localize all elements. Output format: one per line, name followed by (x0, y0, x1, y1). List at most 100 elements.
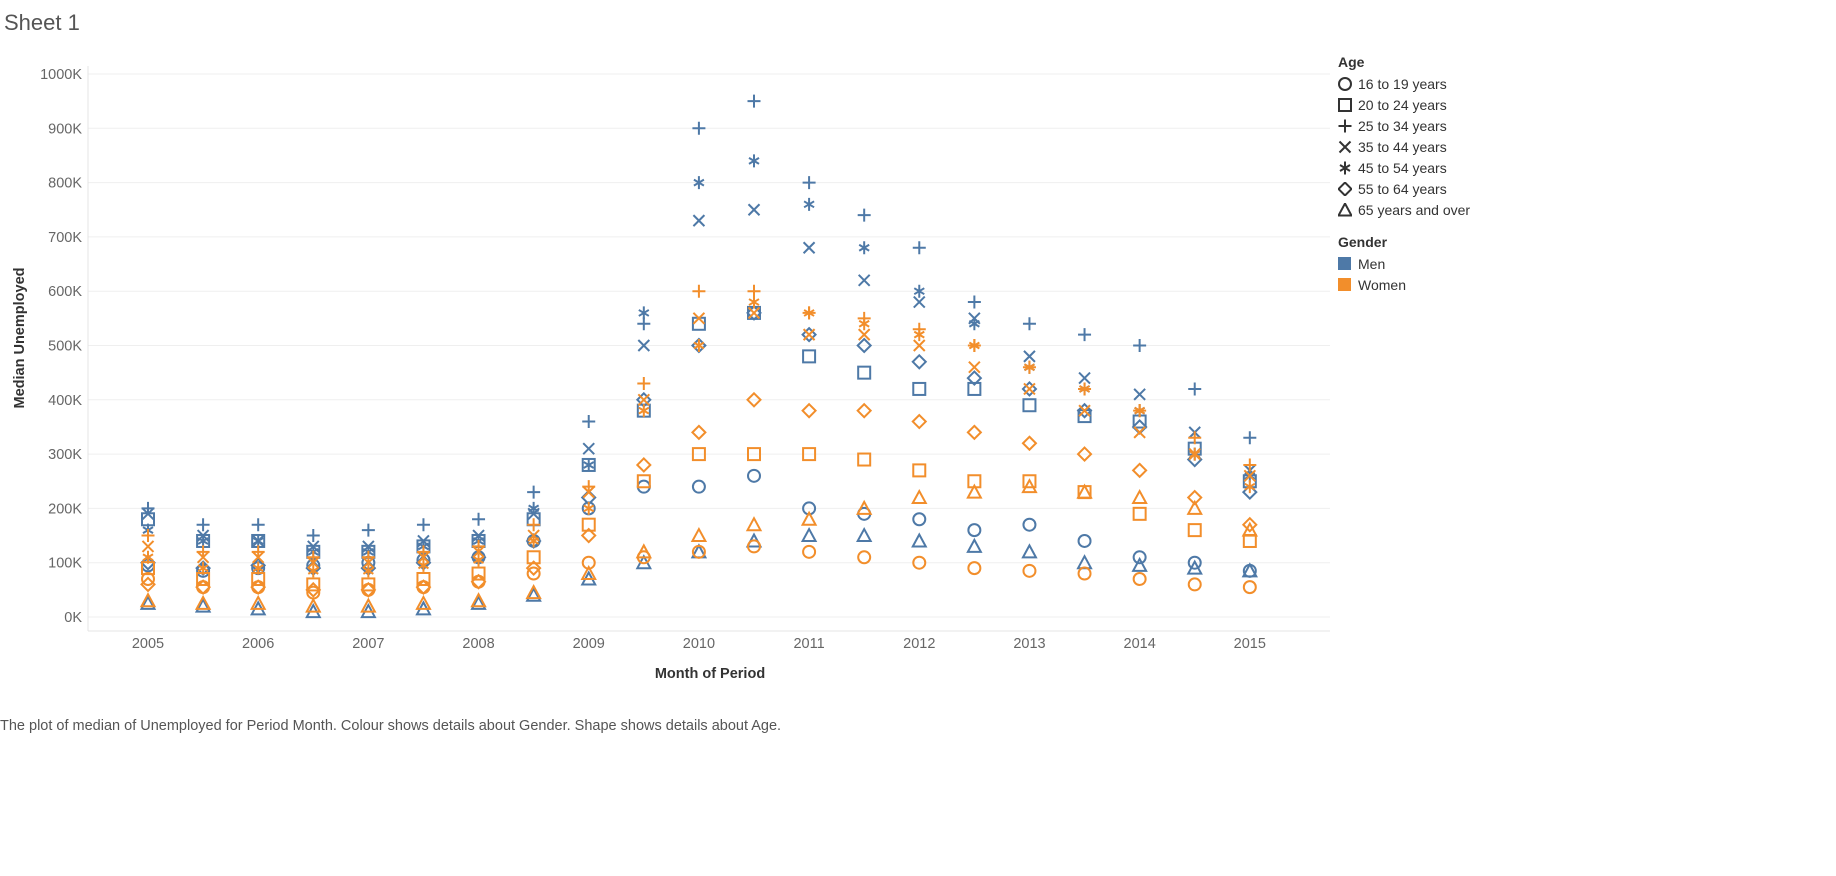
data-point (802, 176, 816, 190)
data-point (1076, 402, 1093, 419)
data-point (528, 501, 540, 515)
data-point (470, 594, 487, 610)
data-point (692, 214, 706, 227)
data-point (856, 499, 873, 515)
data-point (637, 339, 651, 352)
data-point (250, 579, 267, 596)
legend-age-item[interactable]: 65 years and over (1338, 199, 1470, 220)
data-point (307, 556, 320, 569)
data-point (1076, 483, 1093, 499)
legend-shape (1338, 119, 1352, 132)
x-tick-label: 2014 (1124, 636, 1156, 652)
data-point (1241, 562, 1258, 578)
data-point (307, 564, 319, 578)
data-point (913, 284, 925, 298)
data-point (1076, 446, 1093, 463)
data-point (416, 518, 430, 532)
color-swatch (1338, 257, 1351, 270)
data-point (1243, 431, 1257, 445)
data-point (802, 544, 817, 559)
y-tick-label: 0K (64, 610, 82, 626)
data-point (801, 326, 818, 343)
legend-shape (1338, 76, 1352, 91)
data-point (693, 176, 705, 190)
data-point (1078, 371, 1091, 385)
data-point (690, 424, 707, 441)
data-point (1187, 523, 1202, 538)
data-point (141, 529, 155, 543)
x-tick-label: 2007 (352, 636, 384, 652)
data-point (747, 94, 761, 108)
data-point (635, 543, 652, 559)
legend-age-item[interactable]: 55 to 64 years (1338, 178, 1470, 199)
data-point (636, 474, 651, 489)
legend-gender-item[interactable]: Men (1338, 253, 1470, 274)
legend-age-item[interactable]: 25 to 34 years (1338, 115, 1470, 136)
data-point (1021, 478, 1038, 494)
data-point (251, 580, 266, 595)
data-point (526, 566, 541, 581)
data-point (1242, 533, 1257, 548)
data-point (966, 537, 983, 553)
x-tick-label: 2013 (1013, 636, 1045, 652)
data-point (362, 564, 374, 578)
data-point (473, 553, 485, 567)
data-point (472, 512, 486, 526)
data-point (252, 561, 264, 575)
data-point (306, 577, 321, 592)
x-tick-label: 2011 (793, 636, 824, 652)
data-point (196, 551, 210, 564)
data-point (470, 573, 487, 590)
data-point (692, 121, 706, 135)
y-tick-label: 900K (48, 121, 82, 137)
data-point (913, 339, 926, 352)
x-tick-label: 2006 (242, 636, 274, 652)
data-point (1243, 458, 1257, 472)
data-point (911, 488, 928, 505)
legend-age-item[interactable]: 35 to 44 years (1338, 136, 1470, 157)
data-point (415, 579, 432, 596)
data-point (912, 463, 927, 478)
data-point (691, 479, 706, 494)
legend-age-item[interactable]: 16 to 19 years (1338, 73, 1470, 94)
data-point (800, 510, 818, 526)
data-point (305, 597, 322, 613)
data-point (638, 306, 650, 320)
legend-gender-label: Women (1358, 276, 1406, 293)
data-point (857, 452, 872, 467)
y-tick-label: 500K (48, 339, 82, 355)
data-point (195, 579, 212, 596)
data-point (140, 576, 156, 593)
data-point (1187, 555, 1202, 570)
data-point (141, 571, 155, 586)
data-point (580, 564, 597, 581)
data-point (1131, 488, 1148, 505)
data-point (360, 581, 377, 598)
data-point (1133, 388, 1146, 401)
data-point (1021, 435, 1038, 452)
data-point (748, 295, 760, 309)
data-point (1242, 580, 1257, 595)
data-point (966, 483, 983, 499)
square-icon (1338, 97, 1352, 112)
data-point (911, 413, 928, 430)
data-point (306, 529, 320, 543)
data-point (692, 284, 706, 298)
data-point (913, 295, 926, 309)
y-tick-label: 200K (48, 501, 82, 517)
data-point (1023, 350, 1036, 363)
data-point (747, 284, 761, 298)
data-point (1131, 462, 1148, 479)
data-point (802, 241, 816, 254)
legend: Age 16 to 19 years 20 to 24 years 25 to 34… (1338, 54, 1470, 295)
data-point (1187, 577, 1202, 592)
legend-gender-item[interactable]: Women (1338, 274, 1470, 295)
data-point (1188, 382, 1202, 396)
data-point (417, 551, 430, 564)
data-point (581, 517, 596, 532)
data-point (858, 241, 870, 255)
legend-age-item[interactable]: 45 to 54 years (1338, 157, 1470, 178)
legend-shape (1338, 202, 1352, 216)
legend-age-item[interactable]: 20 to 24 years (1338, 94, 1470, 115)
circle-icon (1338, 76, 1352, 91)
